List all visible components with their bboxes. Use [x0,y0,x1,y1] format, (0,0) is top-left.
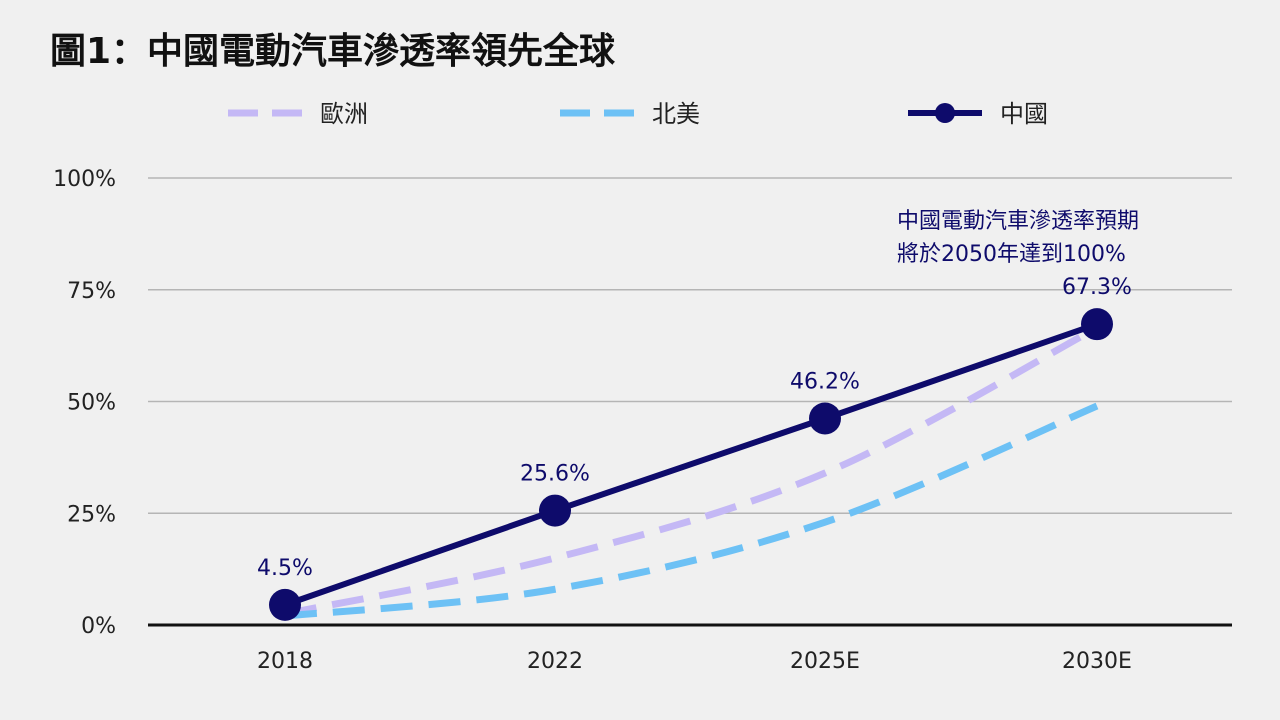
data-label: 4.5% [257,556,313,581]
x-tick-label: 2018 [257,649,313,674]
data-labels: 4.5% 25.6% 46.2% 67.3% [257,275,1132,581]
annotation-line: 將於2050年達到100% [897,242,1126,267]
legend-label: 歐洲 [320,100,368,128]
legend-label: 中國 [1000,100,1048,128]
legend-label: 北美 [652,100,700,128]
data-point-marker [269,588,301,621]
data-label: 46.2% [790,369,860,394]
x-tick-label: 2030E [1062,649,1132,674]
annotation-line: 中國電動汽車滲透率預期 [897,209,1139,234]
series-line-1 [284,402,1099,620]
data-label: 67.3% [1062,275,1132,300]
series-line-0 [284,324,1099,618]
x-tick-label: 2025E [790,649,860,674]
data-label: 25.6% [520,462,590,487]
gridlines [148,177,1232,627]
legend-marker [935,103,955,123]
y-tick-label: 75% [67,279,116,304]
series-line-2 [284,321,1098,608]
y-tick-label: 100% [53,167,116,192]
y-axis-ticks: 0% 25% 50% 75% 100% [53,167,116,639]
y-tick-label: 0% [81,614,116,639]
china-markers [269,308,1113,621]
series-lines [284,321,1099,620]
y-tick-label: 50% [67,391,116,416]
x-axis-ticks: 2018 2022 2025E 2030E [257,649,1132,674]
data-point-marker [1081,308,1113,341]
data-point-marker [539,494,571,527]
legend: 歐洲 北美 中國 [228,100,1048,128]
y-tick-label: 25% [67,502,116,527]
x-tick-label: 2022 [527,649,583,674]
chart-title: 圖1：中國電動汽車滲透率領先全球 [50,31,616,72]
data-point-marker [809,402,841,435]
